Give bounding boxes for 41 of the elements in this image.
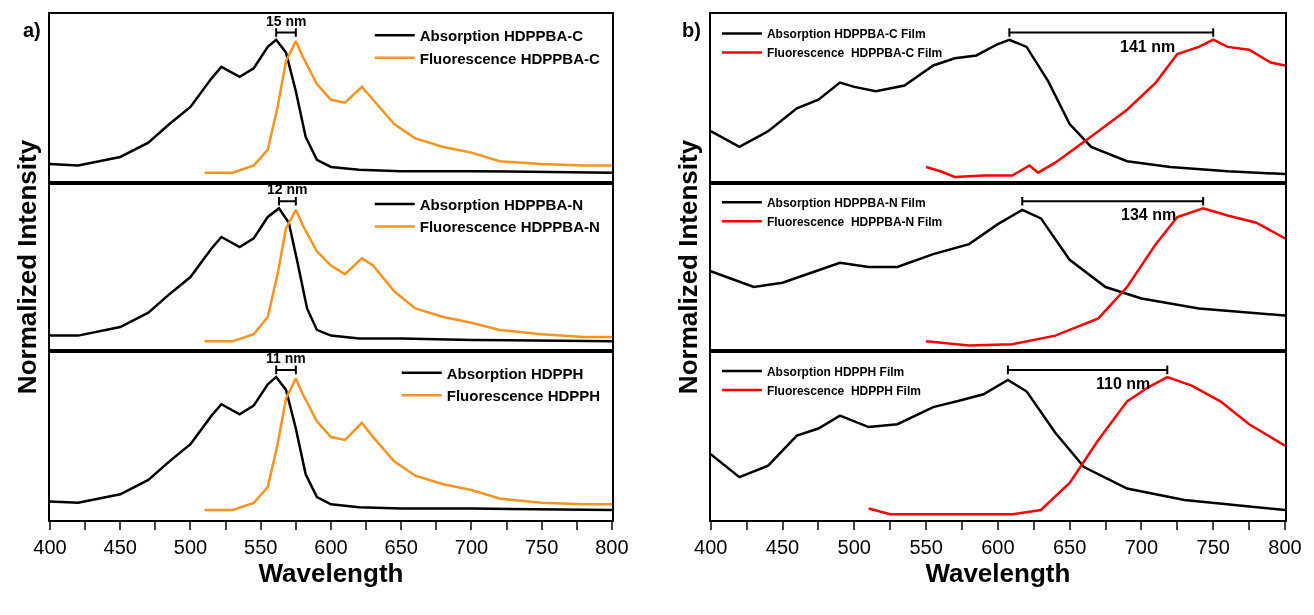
x-tick-label: 800 <box>1268 536 1302 558</box>
x-tick-label: 500 <box>173 536 208 558</box>
legend-label: Fluorescence HDPPBA-N Film <box>766 214 943 229</box>
y-axis-title: Normalized Intensity <box>672 139 703 395</box>
x-tick-label: 450 <box>103 536 137 558</box>
x-tick-label: 650 <box>384 536 418 558</box>
x-tick-label: 400 <box>694 536 728 558</box>
legend-label: Absorption HDPPH <box>446 364 584 382</box>
x-tick-label: 500 <box>837 536 871 558</box>
chart-title: b) <box>682 19 701 41</box>
legend-label: Absorption HDPPBA-C <box>419 27 584 45</box>
text: 15 nm <box>266 13 307 29</box>
x-tick-label: 600 <box>981 536 1015 558</box>
legend-label: Absorption HDPPBA-N Film <box>766 195 926 210</box>
x-tick-label: 650 <box>1052 536 1087 558</box>
legend-label: Absorption HDPPBA-N <box>419 195 584 213</box>
legend-label: Fluorescence HDPPBA-C Film <box>766 46 943 61</box>
x-tick-label: 750 <box>524 536 559 558</box>
legend-label: Fluorescence HDPPH <box>446 386 601 404</box>
annotation: 110 nm <box>1096 375 1151 392</box>
legend-label: Fluorescence HDPPH Film <box>766 383 921 398</box>
legend-label: Fluorescence HDPPBA-C <box>419 49 600 67</box>
x-tick-label: 700 <box>454 536 489 558</box>
x-tick-label: 400 <box>33 536 67 558</box>
annotation: 141 nm <box>1120 38 1176 55</box>
annotation: 134 nm <box>1121 206 1177 223</box>
x-axis-title: Wavelength <box>258 558 404 588</box>
x-tick-label: 700 <box>1124 536 1159 558</box>
x-tick-label: 750 <box>1196 536 1230 558</box>
x-tick-label: 800 <box>595 536 629 558</box>
legend-label: Absorption HDPPBA-C Film <box>766 27 926 42</box>
x-tick-label: 550 <box>244 536 278 558</box>
x-tick-label: 450 <box>765 536 800 558</box>
x-tick-label: 600 <box>314 536 348 558</box>
chart-title: a) <box>23 19 41 41</box>
legend-label: Fluorescence HDPPBA-N <box>419 218 600 236</box>
annotation: 11 nm <box>266 350 306 366</box>
legend-label: Absorption HDPPH Film <box>766 364 905 379</box>
x-axis-title: Wavelength <box>925 558 1071 588</box>
y-axis-title: Normalized Intensity <box>11 139 42 395</box>
x-tick-label: 550 <box>909 536 943 558</box>
